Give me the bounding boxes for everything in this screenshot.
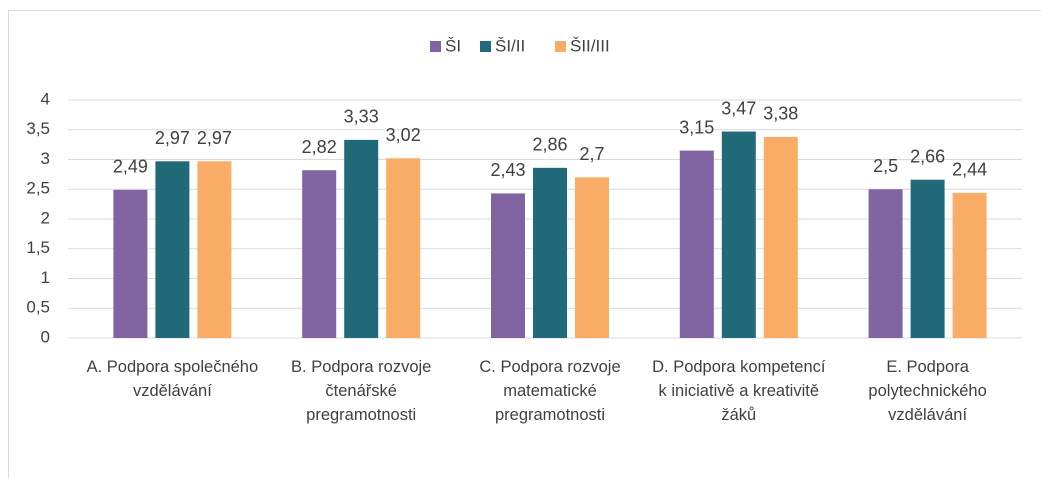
- bar: [679, 150, 714, 338]
- data-label: 3,02: [386, 125, 421, 145]
- y-tick-label: 2,5: [26, 179, 50, 198]
- legend-swatch: [430, 41, 441, 52]
- bar: [197, 161, 232, 338]
- y-tick-label: 4: [41, 89, 50, 108]
- data-label: 2,43: [490, 160, 525, 180]
- data-label: 2,82: [302, 137, 337, 157]
- data-label: 3,38: [763, 104, 798, 124]
- bar: [491, 193, 525, 338]
- data-label: 2,7: [579, 144, 604, 164]
- bar: [910, 179, 945, 338]
- legend-label: ŠI: [445, 36, 461, 55]
- data-label: 2,44: [952, 160, 987, 180]
- data-label: 2,86: [532, 135, 567, 155]
- data-label: 3,33: [344, 107, 379, 127]
- data-label: 2,66: [910, 146, 945, 166]
- y-tick-label: 0,5: [26, 298, 50, 317]
- data-label: 2,5: [873, 156, 898, 176]
- bar: [113, 189, 148, 338]
- data-label: 2,49: [113, 157, 148, 177]
- x-tick-label: C. Podpora rozvoje matematické pregramot…: [479, 358, 621, 424]
- bar: [344, 139, 379, 338]
- x-tick-label: A. Podpora společného vzdělávání: [86, 358, 259, 400]
- legend-label: ŠII/III: [570, 36, 610, 55]
- data-label: 2,97: [155, 128, 190, 148]
- y-tick-label: 1,5: [26, 238, 50, 257]
- bar: [763, 136, 798, 338]
- y-tick-label: 1: [41, 268, 50, 287]
- data-label: 2,97: [197, 128, 232, 148]
- bar: [721, 131, 756, 338]
- x-tick-label: E. Podpora polytechnického vzdělávání: [868, 358, 987, 424]
- legend-swatch: [555, 41, 566, 52]
- y-tick-label: 0: [41, 327, 50, 346]
- bar: [533, 167, 567, 338]
- bar: [575, 177, 609, 338]
- y-tick-label: 3,5: [26, 119, 50, 138]
- bar: [952, 192, 987, 338]
- legend-swatch: [480, 41, 491, 52]
- data-label: 3,47: [721, 98, 756, 118]
- x-tick-label: B. Podpora rozvoje čtenářské pregramotno…: [291, 358, 432, 424]
- legend-label: ŠI/II: [495, 36, 525, 55]
- bar: [868, 189, 903, 338]
- bar: [386, 158, 421, 338]
- bar: [302, 170, 337, 338]
- y-tick-label: 3: [41, 149, 50, 168]
- y-tick-label: 2: [41, 208, 50, 227]
- data-label: 3,15: [679, 117, 714, 137]
- chart-border: [8, 10, 1041, 478]
- x-tick-label: D. Podpora kompetencí k iniciativě a kre…: [652, 358, 826, 424]
- bar: [155, 161, 190, 338]
